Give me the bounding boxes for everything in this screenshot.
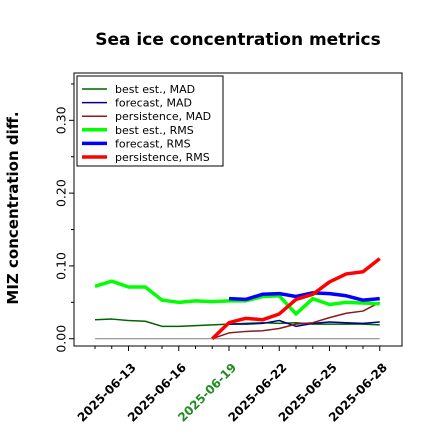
chart-title: Sea ice concentration metrics [95,30,381,50]
series-line [211,257,381,340]
y-axis-label: MIZ concentration diff. [4,111,22,304]
legend-label: forecast, RMS [115,137,191,150]
legend-label: forecast, MAD [115,97,192,110]
series-line [94,279,380,316]
legend-label: best est., RMS [115,124,194,137]
legend-label: persistence, MAD [115,110,211,123]
y-tick-label: 0.00 [54,325,69,353]
legend-label: persistence, RMS [115,151,210,164]
series-line [212,301,381,340]
series-line [229,319,380,328]
plot-frame [73,72,403,347]
legend-label: best est., MAD [115,83,195,96]
lines-layer [94,257,381,340]
y-tick-label: 0.10 [54,252,69,280]
legend-box [76,75,224,167]
y-tick-label: 0.30 [54,106,69,134]
series-line [228,291,380,302]
y-tick-label: 0.20 [54,179,69,207]
